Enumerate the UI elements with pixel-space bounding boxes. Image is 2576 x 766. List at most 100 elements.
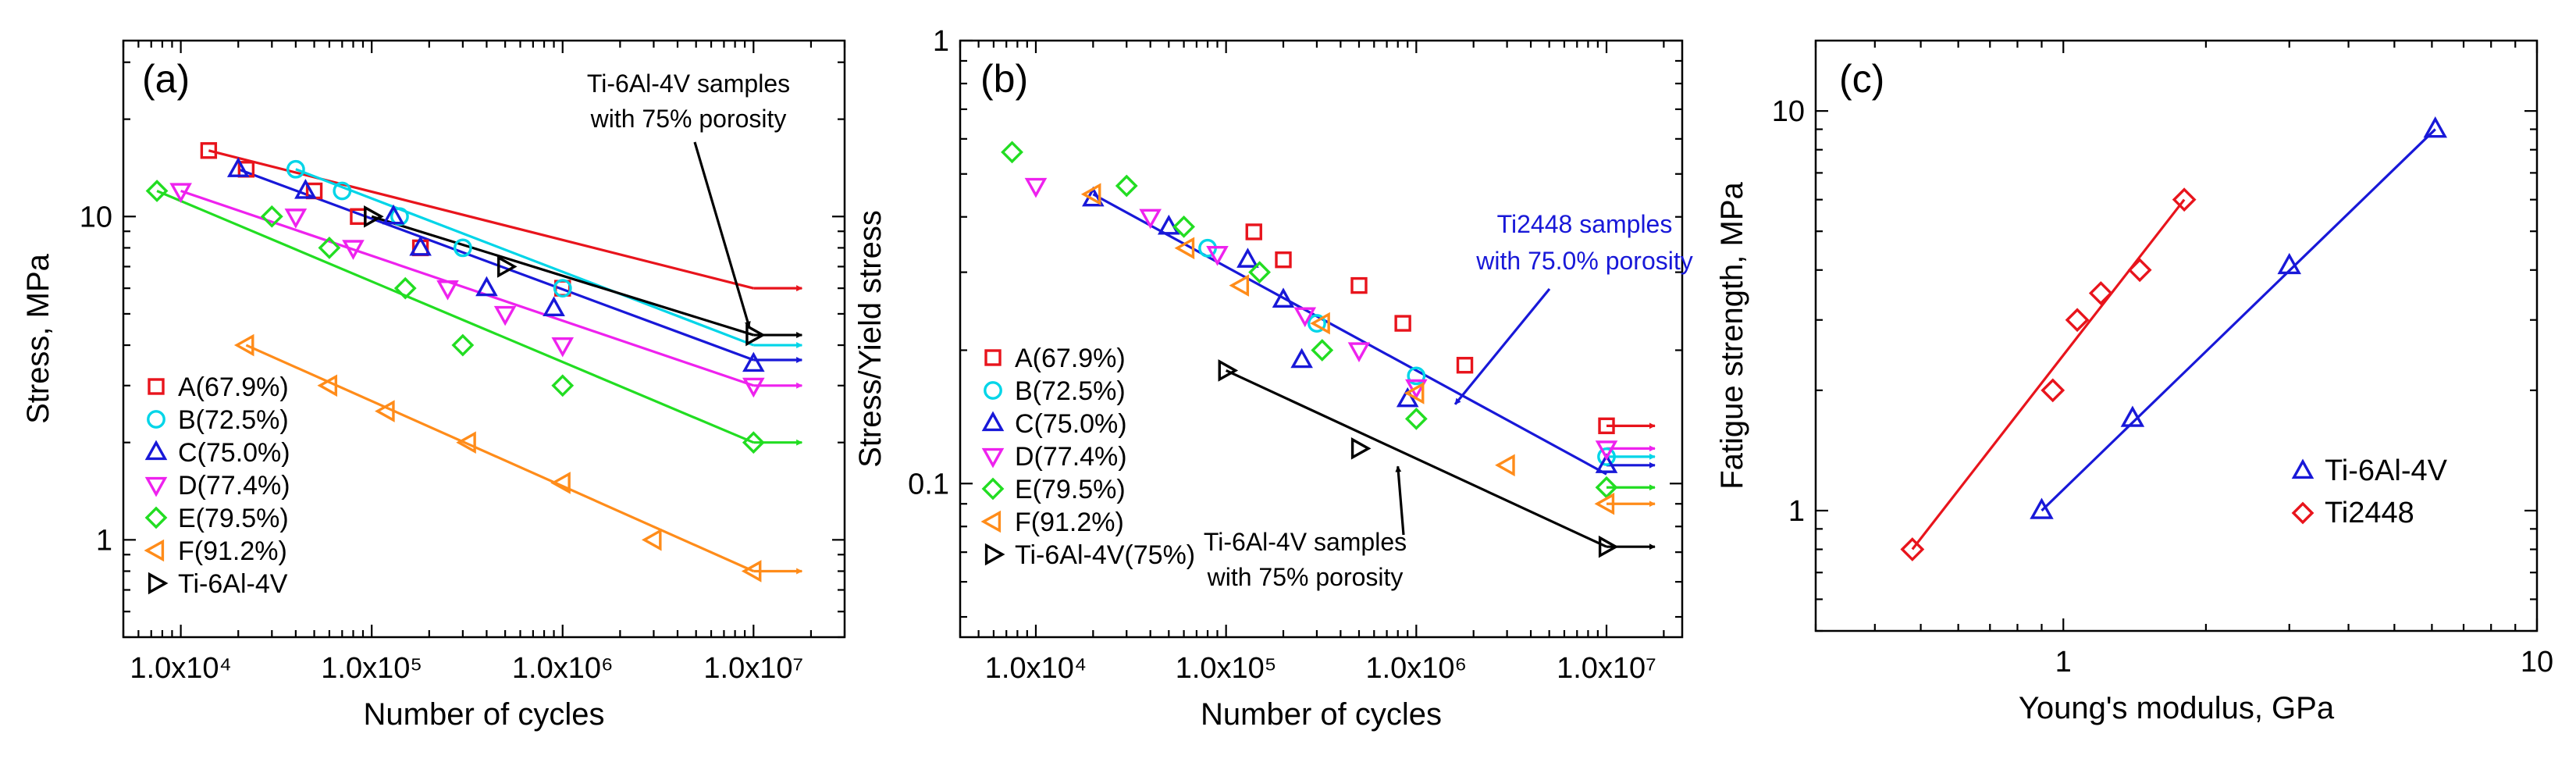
data-point (1595, 476, 1618, 499)
data-point (1900, 537, 1925, 561)
legend-label: D(77.4%) (178, 471, 290, 501)
annotation-arrow (1395, 465, 1405, 536)
data-point (1404, 407, 1428, 430)
x-tick-label: 1.0x10⁵ (1176, 652, 1277, 685)
annotation-text: with 75.0% porosity (1475, 247, 1692, 275)
data-point (1396, 387, 1419, 408)
data-point (1598, 535, 1619, 558)
legend-marker (144, 539, 165, 562)
data-point (375, 400, 395, 422)
y-tick-label: 1 (1788, 495, 1805, 528)
data-point (497, 255, 518, 278)
data-point (169, 183, 192, 203)
panel-b: 1.0x10⁴ 1.0x10⁵ 1.0x10⁶ 1.0x10⁷ 0.1 1 Number o… (853, 25, 1693, 732)
data-point (1001, 141, 1023, 164)
legend-marker (147, 410, 165, 429)
panel-c: 1 10 1 10 Young's modulus, GPa Fatigue streng… (1715, 39, 2553, 725)
data-point (742, 351, 765, 372)
legend-label: B(72.5%) (1015, 376, 1126, 406)
data-point (453, 238, 472, 258)
data-point (1206, 246, 1229, 266)
fit-line (1092, 193, 1607, 476)
legend-label: C(75.0%) (1015, 409, 1127, 439)
y-tick-label: 1 (933, 25, 949, 58)
data-point (226, 157, 250, 177)
legend-marker (984, 543, 1005, 566)
data-point (1290, 347, 1313, 369)
data-point (1404, 382, 1425, 404)
panel-label: (a) (142, 57, 190, 101)
y-tick-label: 10 (1772, 95, 1805, 128)
panel-label: (b) (980, 57, 1028, 101)
x-tick-label: 1.0x10⁷ (703, 652, 803, 685)
series (2030, 116, 2447, 519)
data-point (1245, 223, 1262, 240)
legend-label: E(79.5%) (178, 504, 289, 533)
data-point (317, 374, 338, 397)
legend-label: A(67.9%) (1015, 344, 1126, 373)
series (1080, 183, 1615, 515)
series (1245, 223, 1615, 435)
data-point (200, 142, 218, 159)
data-point (145, 180, 169, 202)
data-point (1598, 417, 1615, 435)
data-point (1407, 366, 1426, 386)
data-point (742, 431, 765, 454)
data-point (1024, 177, 1048, 198)
legend-marker (2291, 458, 2314, 479)
data-point (451, 333, 475, 357)
legend-marker (984, 381, 1002, 400)
legend-marker (981, 477, 1005, 501)
data-point (1236, 248, 1259, 268)
data-point (436, 280, 459, 301)
data-point (382, 204, 405, 225)
legend-marker (148, 572, 169, 595)
legend-label: Ti2448 (2325, 497, 2414, 529)
x-axis-title: Number of cycles (364, 697, 605, 732)
data-point (1595, 453, 1618, 473)
y-tick-label: 0.1 (908, 468, 949, 501)
data-point (286, 159, 305, 179)
fit-line (245, 344, 754, 572)
data-point (409, 235, 432, 256)
legend-marker (148, 378, 165, 395)
data-point (2172, 187, 2197, 212)
data-point (1311, 339, 1334, 362)
data-point (1172, 215, 1196, 238)
data-point (1405, 379, 1428, 400)
data-point (745, 323, 766, 347)
data-point (1350, 276, 1368, 294)
data-point (1394, 315, 1411, 332)
data-point (742, 377, 765, 398)
legend-label: A(67.9%) (178, 372, 289, 402)
data-point (1174, 237, 1195, 260)
panel-label: (c) (1839, 57, 1884, 101)
x-axis-title: Young's modulus, GPa (2019, 691, 2335, 725)
legend-marker (981, 447, 1005, 469)
fit-line (237, 168, 754, 362)
data-point (1115, 174, 1138, 198)
data-point (550, 472, 571, 494)
data-point (1456, 357, 1474, 374)
legend-label: Ti-6Al-4V (178, 569, 288, 599)
data-point (543, 296, 565, 316)
fit-line (208, 149, 754, 290)
plot-frame (122, 39, 846, 639)
y-axis-title: Stress, MPa (21, 253, 55, 424)
annotation-text: Ti-6Al-4V samples (587, 69, 790, 98)
legend-marker (981, 411, 1005, 432)
annotation-text: with 75% porosity (590, 105, 787, 133)
legend-label: F(91.2%) (178, 536, 287, 566)
legend-label: E(79.5%) (1015, 475, 1126, 504)
legend: A(67.9%) B(72.5%)C(75.0%)D(77.4%) E(79.5%)… (980, 344, 1195, 570)
fit-lines (1092, 193, 1607, 548)
legend-marker (980, 510, 1002, 533)
x-tick-label: 1.0x10⁵ (321, 652, 422, 685)
data-point (1272, 287, 1295, 308)
data-point (233, 333, 254, 357)
data-point (1229, 274, 1250, 297)
data-point (1158, 214, 1180, 235)
plot-frame (1814, 39, 2539, 632)
plot-frame (959, 39, 1684, 639)
